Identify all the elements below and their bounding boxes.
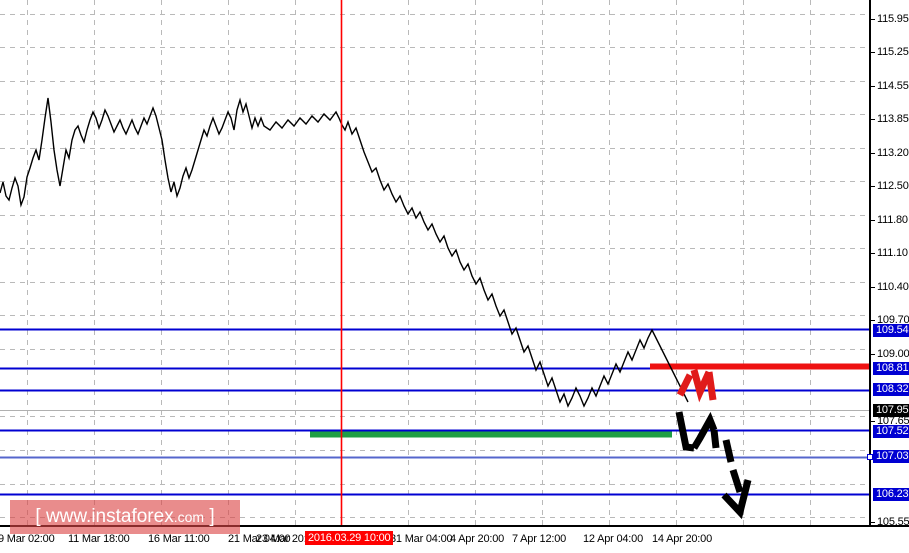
- time-tick-label: 4 Apr 20:00: [450, 533, 505, 545]
- time-tick-label: 21 Mar 04:00: [228, 533, 291, 545]
- price-tick-mark: [870, 86, 875, 87]
- chart-gridlines: [0, 0, 869, 525]
- price-tick-label: 112.50: [877, 180, 909, 192]
- price-tick-label: 113.20: [877, 147, 909, 159]
- black-forecast-arrow-down: [721, 439, 752, 520]
- chart-level-lines[interactable]: [0, 0, 869, 525]
- time-tick-label: 23 Mar 20:00: [256, 533, 319, 545]
- price-tick-mark: [870, 253, 875, 254]
- chart-plot-area[interactable]: [0, 0, 869, 525]
- price-scale-axis[interactable]: 115.95 115.25 114.55 113.85 113.20 112.50 111.…: [867, 0, 909, 528]
- time-tick-label: 12 Apr 04:00: [583, 533, 643, 545]
- price-tick-label: 110.40: [877, 281, 909, 293]
- price-tick-label: 115.95: [877, 13, 909, 25]
- level-price-label[interactable]: 109.54: [873, 324, 909, 337]
- level-drag-handle[interactable]: [867, 454, 873, 460]
- cursor-time-label[interactable]: 2016.03.29 10:00: [305, 531, 394, 545]
- time-tick-label: 31 Mar 04:00: [390, 533, 453, 545]
- price-tick-mark: [870, 186, 875, 187]
- price-tick-label: 109.70: [877, 314, 909, 326]
- price-tick-mark: [870, 320, 875, 321]
- price-tick-mark: [870, 522, 875, 523]
- level-price-label[interactable]: 108.81: [873, 362, 909, 375]
- time-tick-label: 16 Mar 11:00: [148, 533, 210, 545]
- time-tick-label: 9 Mar 02:00: [0, 533, 55, 545]
- price-tick-mark: [870, 220, 875, 221]
- price-tick-label: 109.00: [877, 348, 909, 360]
- price-tick-label: 115.25: [877, 46, 909, 58]
- level-price-label[interactable]: 106.23: [873, 488, 909, 501]
- level-price-label[interactable]: 108.32: [873, 383, 909, 396]
- time-tick-label: 7 Apr 12:00: [512, 533, 567, 545]
- price-tick-mark: [870, 119, 875, 120]
- price-tick-label: 105.55: [877, 516, 909, 528]
- current-price-label[interactable]: 107.95: [873, 404, 909, 417]
- time-scale-axis[interactable]: 9 Mar 02:00 11 Mar 18:00 16 Mar 11:00 21 Ma…: [0, 525, 909, 553]
- black-forecast-zigzag: [675, 411, 720, 452]
- price-tick-mark: [870, 287, 875, 288]
- level-price-label[interactable]: 107.03: [873, 450, 909, 463]
- price-tick-mark: [870, 153, 875, 154]
- price-tick-label: 113.85: [877, 113, 909, 125]
- level-price-label[interactable]: 107.52: [873, 425, 909, 438]
- price-tick-label: 111.80: [877, 214, 908, 226]
- hand-drawn-annotations: [675, 369, 752, 520]
- price-series-line: [0, 0, 689, 525]
- price-tick-label: 114.55: [877, 80, 909, 92]
- price-tick-mark: [870, 52, 875, 53]
- price-tick-mark: [870, 354, 875, 355]
- time-tick-label: 14 Apr 20:00: [652, 533, 712, 545]
- red-forecast-zigzag: [676, 369, 717, 403]
- price-tick-label: 107.65: [877, 415, 909, 427]
- price-tick-mark: [870, 421, 875, 422]
- time-tick-label: 11 Mar 18:00: [68, 533, 130, 545]
- price-tick-mark: [870, 19, 875, 20]
- price-tick-label: 111.10: [877, 247, 908, 259]
